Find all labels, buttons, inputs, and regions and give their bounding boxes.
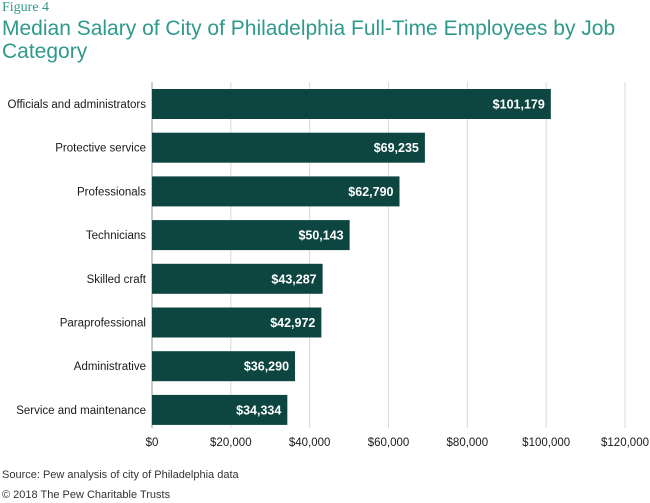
- x-axis-tick-labels: $0 $20,000 $40,000 $60,000 $80,000 $100,000 $1…: [146, 437, 649, 449]
- bar-value-label: $36,290: [244, 360, 289, 374]
- chart-title: Median Salary of City of Philadelphia Fu…: [2, 17, 616, 63]
- x-tick-label: $0: [146, 437, 159, 449]
- bar-value-label: $69,235: [374, 141, 419, 155]
- bar-value-label: $62,790: [348, 185, 393, 199]
- category-label: Skilled craft: [87, 274, 147, 286]
- category-labels: Officials and administrators Protective s…: [8, 99, 147, 417]
- copyright-note: © 2018 The Pew Charitable Trusts: [2, 489, 171, 501]
- bar: [152, 176, 400, 207]
- source-note: Source: Pew analysis of city of Philadel…: [2, 469, 239, 481]
- bars: $101,179 $69,235 $62,790 $50,143 $43,287 $42,…: [152, 89, 551, 425]
- bar: [152, 307, 322, 338]
- bar-value-label: $101,179: [493, 98, 545, 112]
- category-label: Technicians: [86, 230, 146, 242]
- bar-value-label: $34,334: [236, 403, 281, 417]
- bar: [152, 263, 323, 294]
- x-tick-label: $100,000: [522, 437, 570, 449]
- bar-chart: $101,179 $69,235 $62,790 $50,143 $43,287 $42,…: [8, 82, 649, 449]
- figure-label: Figure 4: [2, 0, 50, 15]
- bar: [152, 394, 288, 425]
- category-label: Administrative: [74, 361, 146, 373]
- bar: [152, 132, 425, 163]
- x-tick-label: $80,000: [447, 437, 489, 449]
- bar-value-label: $43,287: [271, 272, 316, 286]
- x-tick-label: $20,000: [210, 437, 252, 449]
- category-label: Protective service: [55, 143, 146, 155]
- category-label: Paraprofessional: [60, 318, 146, 330]
- category-label: Service and maintenance: [16, 405, 146, 417]
- bar-value-label: $42,972: [270, 316, 315, 330]
- x-tick-label: $60,000: [368, 437, 410, 449]
- category-label: Officials and administrators: [8, 99, 147, 111]
- bar: [152, 89, 551, 119]
- bar-value-label: $50,143: [298, 229, 343, 243]
- x-tick-label: $120,000: [601, 437, 649, 449]
- x-tick-label: $40,000: [289, 437, 331, 449]
- category-label: Professionals: [77, 186, 146, 198]
- bar: [152, 220, 350, 251]
- bar: [152, 351, 296, 382]
